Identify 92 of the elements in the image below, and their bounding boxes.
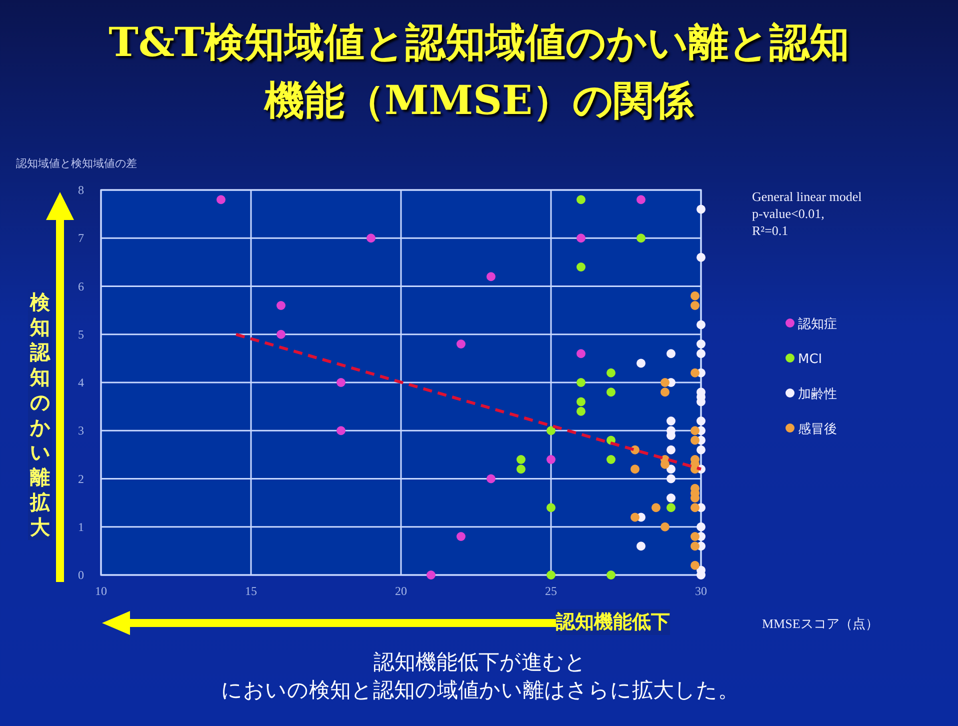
legend-item: 加齢性	[786, 387, 837, 402]
y-tick-label: 4	[78, 376, 84, 390]
y-tick-label: 8	[78, 183, 84, 197]
point	[652, 503, 660, 512]
point	[690, 542, 700, 551]
point	[696, 204, 706, 214]
point	[696, 522, 706, 532]
x-tick-label: 25	[545, 584, 557, 598]
legend-item: 感冒後	[786, 422, 837, 437]
legend-item: 認知症	[786, 317, 837, 332]
point	[546, 503, 556, 512]
point	[456, 532, 466, 541]
point	[690, 368, 700, 378]
point	[636, 542, 646, 551]
point	[696, 252, 706, 262]
point	[546, 426, 556, 436]
x-tick-label: 15	[245, 584, 257, 598]
y-tick-label: 0	[78, 568, 84, 582]
y-tick-label: 1	[78, 520, 84, 534]
legend-label: 感冒後	[798, 422, 837, 437]
point	[426, 570, 436, 580]
point	[606, 570, 616, 580]
point	[546, 455, 556, 464]
point	[576, 234, 586, 243]
point	[606, 455, 616, 464]
point	[336, 426, 346, 436]
y-tick-label: 5	[78, 327, 84, 342]
point	[660, 388, 670, 397]
point	[606, 388, 616, 397]
x-tick-label: 30	[695, 584, 707, 598]
x-tick-label: 10	[95, 584, 107, 598]
title: T&T検知域値と認知域値のかい離と認知機能（MMSE）の関係	[108, 18, 850, 126]
point	[576, 262, 586, 272]
annotation: General linear model p-value<0.01, R²=0.1	[752, 188, 862, 239]
point	[690, 436, 700, 445]
point	[666, 503, 676, 512]
point	[276, 301, 286, 310]
point	[690, 503, 700, 512]
point	[336, 378, 346, 387]
ylabel: 認知域値と検知域値の差	[16, 157, 138, 170]
point	[660, 522, 670, 532]
x-tick-label: 20	[395, 584, 407, 598]
legend-label: MCI	[798, 352, 822, 367]
annotation: 検知認知のかい離拡大	[28, 290, 52, 540]
legend-label: 加齢性	[798, 387, 837, 402]
point	[690, 532, 700, 541]
point	[486, 474, 496, 484]
point	[276, 330, 286, 339]
point	[630, 464, 640, 474]
y-tick-label: 3	[78, 424, 84, 438]
point	[696, 445, 706, 454]
point	[576, 397, 586, 406]
point	[606, 368, 616, 378]
point	[636, 195, 646, 204]
point	[666, 474, 676, 484]
point	[516, 464, 526, 474]
point	[666, 464, 676, 474]
point	[660, 378, 670, 387]
point	[456, 340, 466, 348]
point	[690, 426, 700, 436]
point	[636, 358, 646, 368]
y-tick-label: 2	[78, 472, 84, 486]
point	[516, 455, 526, 464]
annotation: においの検知と認知の域値かい離はさらに拡大した。	[220, 677, 740, 704]
point	[696, 349, 706, 358]
legend-item: MCI	[786, 352, 822, 367]
point	[696, 340, 706, 348]
y-tick-label: 7	[78, 231, 84, 246]
point	[630, 512, 640, 522]
point	[546, 570, 556, 580]
point	[486, 272, 496, 282]
xlabel: MMSEスコア（点）	[762, 615, 878, 633]
point	[690, 560, 700, 570]
annotation: 認知機能低下	[556, 609, 670, 635]
annotation: 認知機能低下が進むと	[372, 649, 588, 676]
point	[576, 406, 586, 416]
point	[666, 445, 676, 454]
point	[216, 195, 226, 204]
point	[576, 378, 586, 387]
point	[696, 320, 706, 330]
point	[576, 349, 586, 358]
y-tick-label: 6	[78, 279, 84, 294]
point	[636, 234, 646, 243]
point	[696, 416, 706, 426]
point	[666, 349, 676, 358]
point	[690, 291, 700, 300]
point	[666, 494, 676, 502]
point	[666, 416, 676, 426]
point	[690, 301, 700, 310]
legend-label: 認知症	[798, 317, 837, 332]
point	[576, 195, 586, 204]
point	[366, 234, 376, 243]
